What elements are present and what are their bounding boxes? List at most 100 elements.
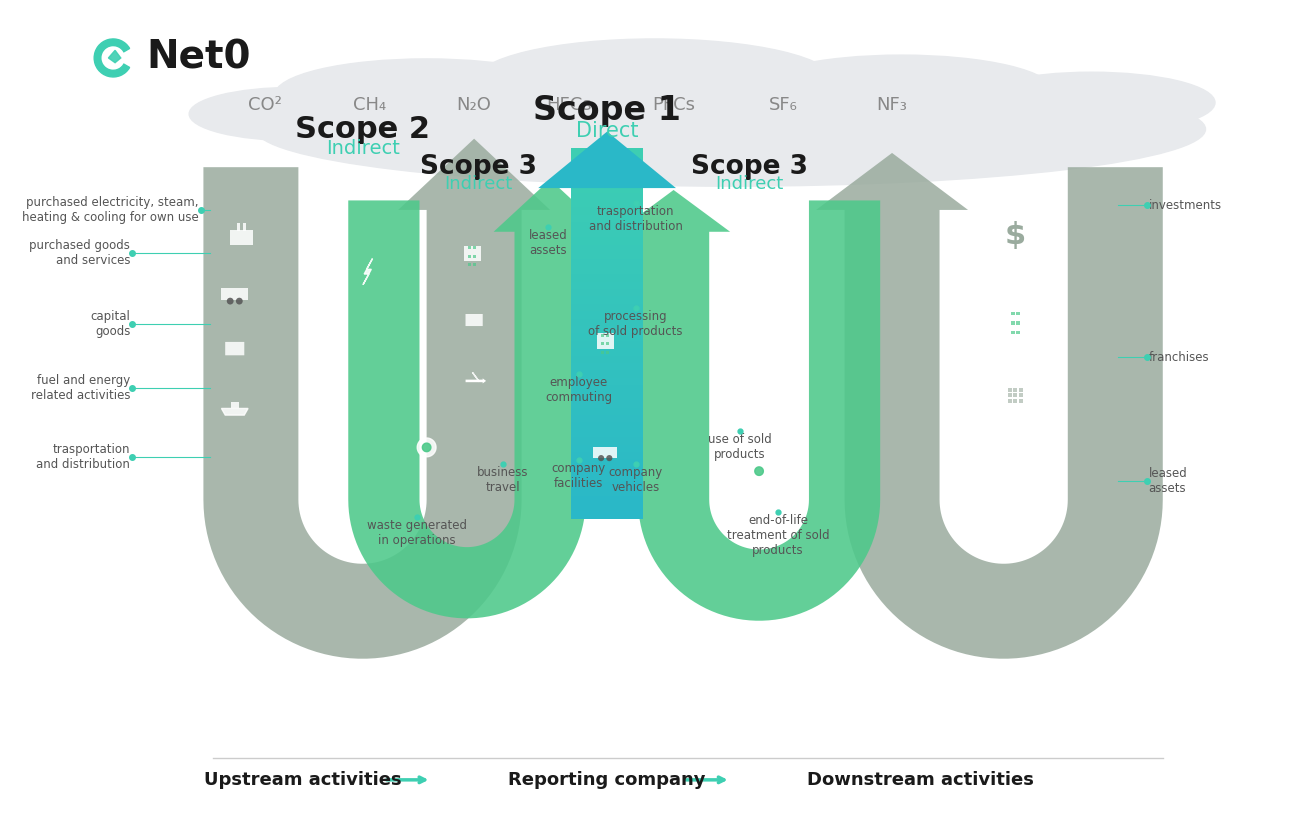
Bar xyxy=(464,246,481,261)
Text: franchises: franchises xyxy=(1149,350,1209,364)
Bar xyxy=(468,254,472,258)
Circle shape xyxy=(227,298,233,304)
Polygon shape xyxy=(221,409,248,415)
Bar xyxy=(468,246,472,249)
Bar xyxy=(1011,321,1014,325)
Bar xyxy=(571,475,643,481)
Text: Direct: Direct xyxy=(576,121,638,141)
Bar xyxy=(571,229,643,237)
Text: PFCs: PFCs xyxy=(652,97,696,114)
Bar xyxy=(571,208,643,215)
Bar xyxy=(571,215,643,223)
Bar xyxy=(1006,312,1024,329)
Text: $: $ xyxy=(1005,221,1026,250)
Bar xyxy=(760,313,764,319)
Text: 🏭: 🏭 xyxy=(236,224,248,244)
Text: end-of-life
treatment of sold
products: end-of-life treatment of sold products xyxy=(727,514,829,557)
Bar xyxy=(571,163,643,170)
Bar xyxy=(571,334,643,341)
Text: 🚛: 🚛 xyxy=(229,286,241,305)
Bar xyxy=(571,289,643,296)
Bar xyxy=(571,460,643,467)
Bar xyxy=(571,504,643,511)
Text: N₂O: N₂O xyxy=(457,97,491,114)
Bar xyxy=(571,445,643,452)
Polygon shape xyxy=(755,467,764,475)
Polygon shape xyxy=(417,438,436,457)
Text: Scope 2: Scope 2 xyxy=(296,115,431,143)
PathPatch shape xyxy=(348,179,607,618)
Bar xyxy=(571,467,643,475)
Bar xyxy=(607,334,609,337)
Ellipse shape xyxy=(255,73,1205,186)
Bar xyxy=(1019,388,1023,392)
Bar xyxy=(571,178,643,185)
Text: capital
goods: capital goods xyxy=(90,310,130,338)
Bar xyxy=(571,489,643,496)
Bar xyxy=(571,200,643,208)
Bar xyxy=(571,319,643,326)
Text: processing
of sold products: processing of sold products xyxy=(588,309,683,338)
Circle shape xyxy=(752,404,766,420)
Bar xyxy=(755,313,758,319)
Bar xyxy=(756,249,762,254)
Bar xyxy=(1011,331,1014,334)
Polygon shape xyxy=(109,50,121,63)
Text: Upstream activities: Upstream activities xyxy=(204,771,402,789)
FancyBboxPatch shape xyxy=(1006,385,1026,405)
Text: leased
assets: leased assets xyxy=(529,229,567,257)
Text: purchased goods
and services: purchased goods and services xyxy=(29,239,130,267)
Bar xyxy=(571,296,643,304)
Ellipse shape xyxy=(968,73,1214,133)
Bar xyxy=(237,224,240,231)
Bar xyxy=(571,430,643,437)
Text: company
facilities: company facilities xyxy=(552,462,605,490)
Text: Indirect: Indirect xyxy=(444,175,514,193)
Text: Scope 3: Scope 3 xyxy=(692,154,808,180)
Text: business
travel: business travel xyxy=(477,466,528,495)
Text: fuel and energy
related activities: fuel and energy related activities xyxy=(30,374,130,401)
Bar xyxy=(1013,394,1018,398)
Bar xyxy=(571,355,643,363)
Bar xyxy=(1017,312,1020,315)
Bar xyxy=(1007,399,1011,403)
Wedge shape xyxy=(94,39,130,77)
Bar xyxy=(571,148,643,156)
Bar xyxy=(473,246,477,249)
PathPatch shape xyxy=(538,132,676,188)
Ellipse shape xyxy=(275,59,579,131)
Bar xyxy=(571,274,643,282)
Text: Indirect: Indirect xyxy=(715,175,783,193)
Polygon shape xyxy=(363,259,372,284)
Text: trasportation
and distribution: trasportation and distribution xyxy=(588,205,683,234)
Text: waste generated
in operations: waste generated in operations xyxy=(367,519,468,546)
Bar xyxy=(571,282,643,289)
Text: Indirect: Indirect xyxy=(326,138,400,158)
Bar xyxy=(607,350,609,354)
Bar xyxy=(571,393,643,400)
PathPatch shape xyxy=(203,138,550,659)
Bar xyxy=(607,342,609,345)
Text: CO²: CO² xyxy=(248,97,282,114)
Text: company
vehicles: company vehicles xyxy=(608,466,663,495)
Bar xyxy=(571,304,643,311)
Circle shape xyxy=(607,455,612,461)
Text: employee
commuting: employee commuting xyxy=(545,376,612,404)
Polygon shape xyxy=(473,372,479,382)
Text: Reporting company: Reporting company xyxy=(508,771,706,789)
PathPatch shape xyxy=(617,190,880,620)
Polygon shape xyxy=(749,462,769,480)
Bar xyxy=(571,185,643,193)
FancyBboxPatch shape xyxy=(465,314,482,326)
Bar xyxy=(571,363,643,370)
FancyBboxPatch shape xyxy=(221,289,249,300)
Bar xyxy=(1019,399,1023,403)
Bar xyxy=(571,237,643,244)
Bar xyxy=(571,370,643,378)
Text: trasportation
and distribution: trasportation and distribution xyxy=(37,443,130,471)
Circle shape xyxy=(1005,225,1026,246)
Text: Scope 3: Scope 3 xyxy=(421,154,537,180)
Circle shape xyxy=(599,455,604,461)
Bar xyxy=(571,422,643,430)
Bar xyxy=(1007,388,1011,392)
